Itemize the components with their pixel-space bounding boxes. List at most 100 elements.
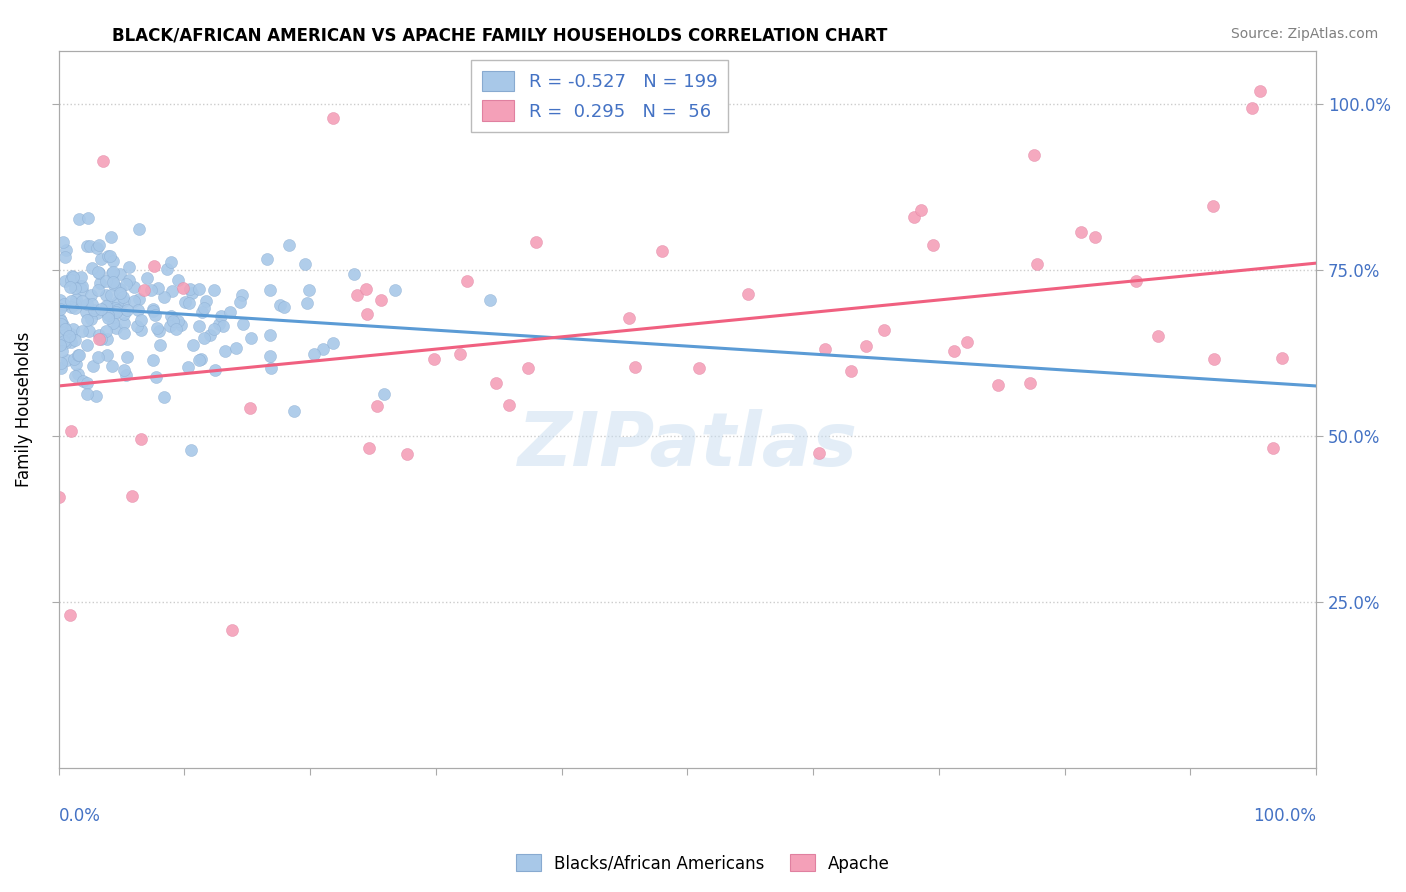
Point (173, 295, 195, 310)
Point (256, 252, 278, 267)
Point (112, 290, 135, 304)
Point (136, 271, 159, 285)
Point (1025, 257, 1047, 271)
Point (239, 401, 262, 415)
Point (67, 367, 90, 381)
Point (108, 267, 131, 281)
Point (922, 238, 945, 252)
Point (145, 369, 167, 384)
Point (70, 283, 93, 297)
Point (855, 338, 877, 352)
Point (76, 313, 98, 327)
Point (181, 338, 204, 352)
Point (87, 266, 110, 280)
Point (107, 293, 129, 308)
Point (49, 312, 72, 326)
Point (67, 211, 90, 226)
Point (813, 342, 835, 356)
Point (188, 353, 211, 368)
Point (302, 347, 325, 361)
Point (311, 342, 333, 356)
Point (132, 284, 155, 298)
Point (96, 348, 118, 362)
Point (1241, 101, 1264, 115)
Point (1249, 83, 1271, 97)
Point (232, 318, 254, 332)
Point (188, 282, 211, 296)
Point (1019, 376, 1042, 390)
Point (103, 265, 125, 279)
Point (423, 352, 446, 367)
Point (104, 321, 127, 335)
Point (70, 269, 93, 284)
Point (129, 432, 152, 446)
Point (53, 322, 76, 336)
Point (80, 311, 103, 326)
Point (101, 254, 124, 268)
Point (63, 281, 86, 295)
Point (456, 274, 478, 288)
Point (162, 314, 184, 328)
Point (60, 301, 83, 315)
Point (148, 325, 170, 339)
Point (209, 309, 232, 323)
Point (839, 364, 862, 378)
Point (114, 368, 136, 383)
Point (97, 249, 120, 263)
Point (373, 387, 395, 401)
Point (122, 280, 145, 294)
Point (259, 284, 281, 298)
Point (100, 359, 122, 373)
Point (343, 267, 366, 281)
Point (193, 331, 215, 345)
Point (139, 283, 162, 297)
Point (516, 360, 538, 375)
Text: ZIPatlas: ZIPatlas (517, 409, 858, 482)
Point (76, 211, 98, 225)
Point (479, 293, 502, 307)
Point (128, 293, 150, 307)
Point (49, 361, 72, 376)
Point (87, 350, 110, 364)
Point (86, 305, 108, 319)
Point (60, 269, 83, 284)
Point (98, 297, 121, 311)
Point (956, 334, 979, 349)
Point (159, 309, 181, 323)
Point (346, 288, 368, 302)
Point (146, 281, 169, 295)
Point (142, 260, 165, 274)
Point (112, 293, 135, 308)
Point (128, 222, 150, 236)
Point (910, 203, 932, 218)
Point (498, 398, 520, 412)
Point (49, 301, 72, 316)
Point (208, 317, 231, 331)
Point (193, 301, 215, 316)
Point (70, 293, 93, 308)
Point (70, 324, 93, 338)
Point (55, 243, 77, 257)
Point (65, 357, 87, 371)
Point (59, 280, 82, 294)
Point (807, 446, 830, 460)
Point (62, 322, 84, 336)
Point (89, 276, 111, 290)
Point (94, 274, 117, 288)
Point (51, 344, 73, 359)
Point (82, 359, 104, 373)
Point (259, 349, 281, 363)
Point (104, 301, 127, 315)
Point (97, 308, 120, 322)
Point (69, 279, 91, 293)
Point (49, 293, 72, 308)
Point (80, 287, 103, 301)
Point (1022, 147, 1045, 161)
Point (83, 303, 105, 318)
Point (159, 255, 181, 269)
Point (86, 241, 108, 255)
Point (221, 624, 243, 638)
Point (322, 335, 344, 350)
Point (56, 352, 79, 367)
Point (104, 305, 127, 319)
